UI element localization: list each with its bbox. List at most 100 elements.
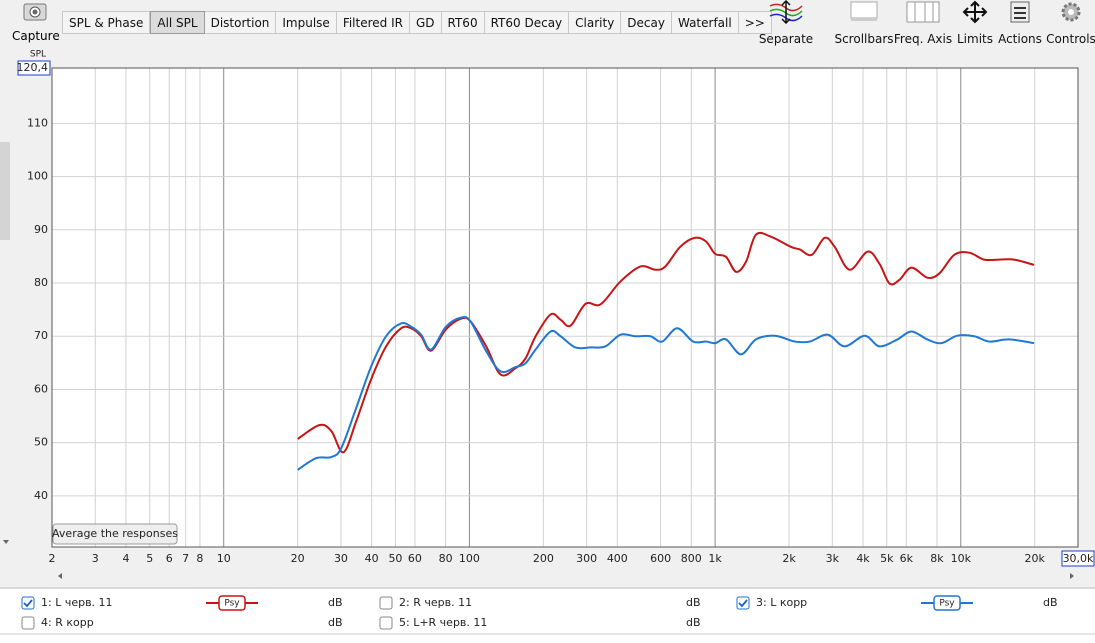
scroll-arrow [3,540,9,544]
x-tick-label: 400 [607,552,628,565]
left-panel [0,142,10,240]
button-label: Average the responses [52,527,178,540]
x-tick-label: 30 [334,552,348,565]
tool-label: Limits [957,32,993,46]
x-tick-label: 4k [856,552,870,565]
tab[interactable]: Clarity [569,11,622,34]
tool-icon [850,1,878,21]
x-tick-label: 30,0k [1063,552,1094,565]
legend-label: 3: L корр [756,596,807,609]
legend-entry: 1: L черв. 11 Psy dB [21,595,343,611]
x-tick-label: 60 [408,552,422,565]
y-tick-label: 90 [34,223,48,236]
tool-button[interactable]: Limits [940,0,1010,46]
x-tick-label: 80 [439,552,453,565]
unit-label: dB [328,596,343,609]
y-axis-title: SPL [30,50,46,60]
x-tick-label: 1k [708,552,722,565]
x-tick-label: 6 [166,552,173,565]
tab[interactable]: >> [738,11,772,34]
unit-label: dB [686,596,701,609]
y-tick-label: 40 [34,489,48,502]
x-tick-label: 6k [900,552,914,565]
y-tick-label: 50 [34,436,48,449]
tool-label: Separate [758,32,814,46]
x-tick-label: 10 [217,552,231,565]
checkbox[interactable] [379,616,393,630]
x-tick-label: 4 [122,552,129,565]
x-tick-label: 3k [826,552,840,565]
tool-button[interactable]: Actions [985,0,1055,46]
tab[interactable]: Distortion [204,11,277,34]
legend-panel [0,588,1095,643]
tab[interactable]: Waterfall [671,11,739,34]
tool-label: Controls [1046,32,1095,46]
tool-button[interactable]: Controls [1036,0,1095,46]
tab[interactable]: All SPL [150,11,205,34]
y-tick-label: 80 [34,276,48,289]
tool-button[interactable]: Separate [751,0,821,46]
y-tick-label: 100 [27,170,48,183]
x-limit-box [1061,550,1095,567]
plot-frame [51,67,1079,548]
x-tick-label: 7 [182,552,189,565]
psy-label: Psy [224,599,240,609]
tab[interactable]: Impulse [276,11,337,34]
tool-icon [962,0,988,24]
x-tick-label: 100 [459,552,480,565]
x-tick-label: 8k [930,552,944,565]
tool-button[interactable]: Freq. Axis [888,0,958,46]
tab[interactable]: SPL & Phase [62,11,151,34]
psy-label: Psy [939,599,955,609]
checkbox[interactable] [21,616,35,630]
x-tick-label: 300 [576,552,597,565]
series-line [297,315,1035,471]
y-tick-label: 70 [34,329,48,342]
tab[interactable]: Decay [621,11,672,34]
tab[interactable]: RT60 Decay [484,11,570,34]
tool-label: Freq. Axis [893,32,953,46]
legend-entry: 3: L корр Psy dB [736,595,1058,611]
tool-icon [1061,2,1081,22]
checkmark [738,599,748,608]
x-tick-label: 8 [196,552,203,565]
scroll-arrow [1070,573,1074,579]
capture-button[interactable]: Capture [12,0,60,43]
tool-button[interactable]: Scrollbars [829,0,899,46]
x-tick-label: 3 [92,552,99,565]
x-tick-label: 200 [533,552,554,565]
y-tick-label: 120,4 [17,61,49,74]
x-tick-label: 10k [951,552,972,565]
x-tick-label: 600 [650,552,671,565]
h-scrollbar [52,569,1078,583]
tool-label: Scrollbars [834,32,894,46]
x-tick-label: 5k [880,552,894,565]
average-button[interactable]: Average the responses [52,523,178,545]
checkbox[interactable] [736,596,750,610]
y-tick-label: 110 [27,116,48,129]
psy-button [933,595,961,611]
legend-entry: 4: R корр dB [21,616,343,630]
tool-icon [769,0,803,24]
tab[interactable]: RT60 [441,11,485,34]
checkbox[interactable] [379,596,393,610]
plot-area [52,68,1078,547]
tool-label: Actions [998,32,1042,46]
checkbox[interactable] [21,596,35,610]
x-tick-label: 5 [146,552,153,565]
unit-label: dB [686,616,701,629]
checkmark [23,599,33,608]
tab[interactable]: GD [409,11,442,34]
legend-entry: 2: R черв. 11 dB [379,596,701,610]
x-tick-label: 2 [49,552,56,565]
x-tick-label: 50 [388,552,402,565]
tab[interactable]: Filtered IR [336,11,410,34]
tool-icon [906,1,940,23]
button-frame [52,523,178,545]
camera-icon [23,3,47,21]
legend-label: 5: L+R черв. 11 [399,616,487,629]
x-tick-label: 800 [681,552,702,565]
tool-icon [1010,1,1030,23]
y-tick-label: 60 [34,382,48,395]
